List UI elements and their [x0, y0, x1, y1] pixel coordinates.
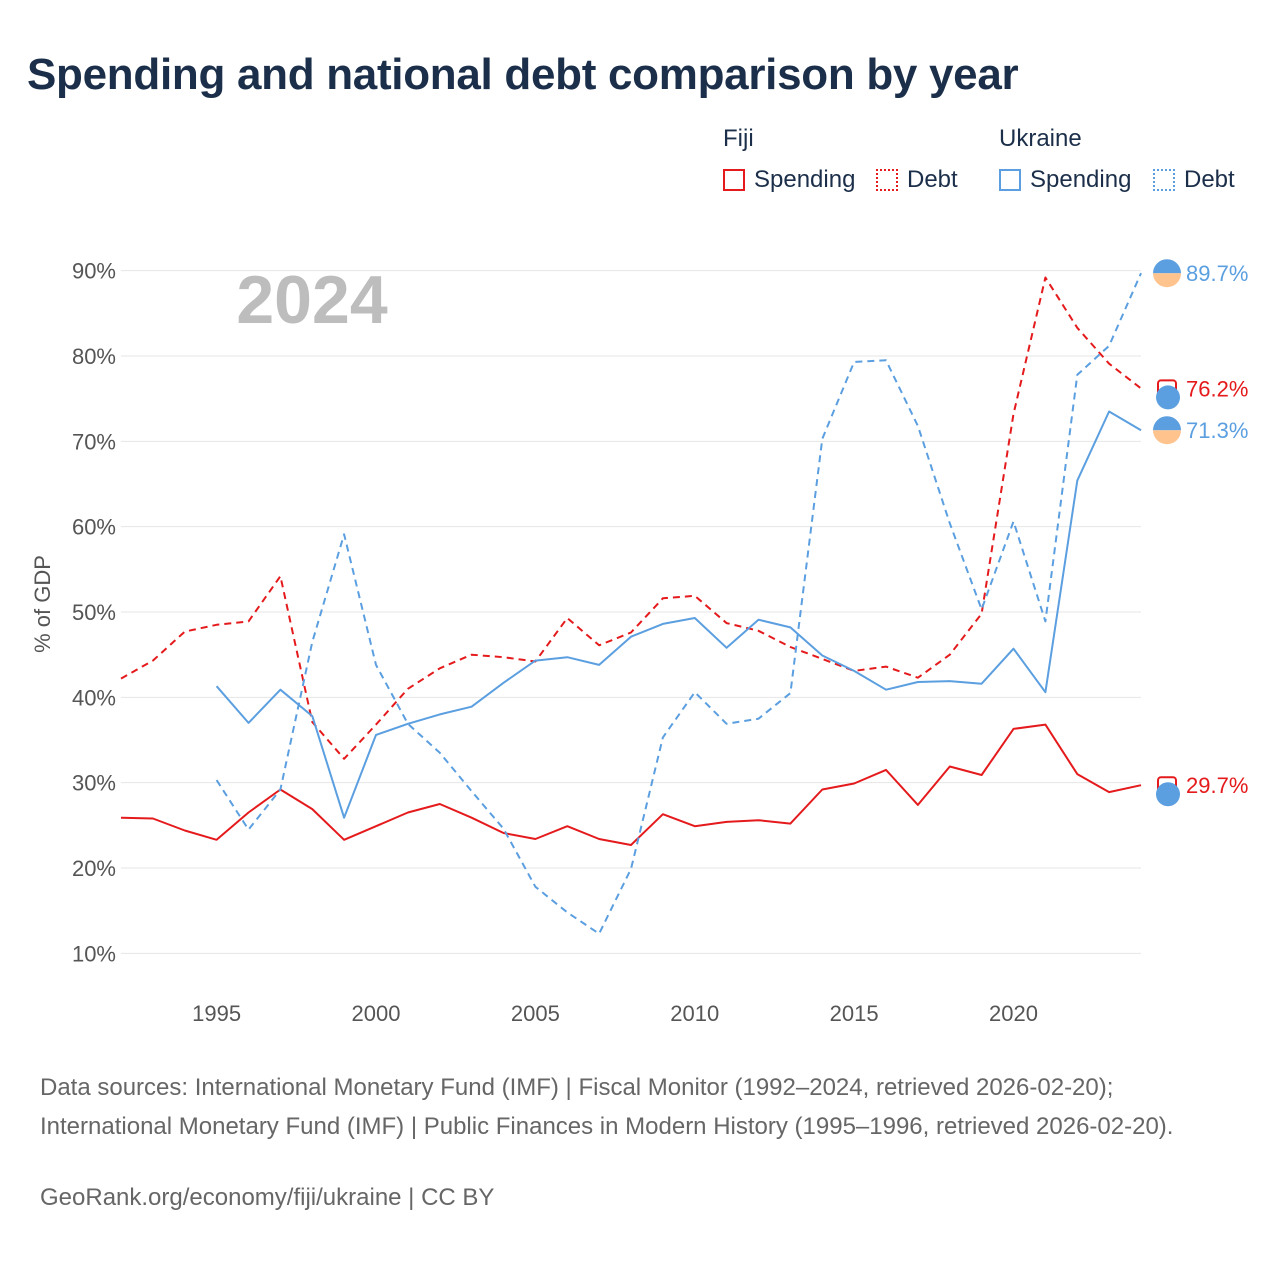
legend-fiji-label: Fiji [723, 125, 754, 152]
legend-ukraine-spending-label: Spending [1030, 166, 1132, 193]
legend-ukraine-spending[interactable]: Spending [999, 166, 1131, 194]
y-tick-label: 20% [72, 856, 116, 881]
series-line-fiji-spending [120, 723, 1142, 846]
x-tick-label: 2010 [670, 1001, 719, 1026]
end-marker-fiji-spending: 29.7% [1156, 773, 1248, 807]
series-line-fiji-debt [120, 276, 1142, 760]
end-marker-fiji-debt: 76.2% [1156, 376, 1248, 410]
line-chart: 10% 20% 30% 40% 50% 60% 70% 80% 90% 1995 2000 2005… [30, 259, 1248, 1026]
end-markers: 76.2% 29.7% 89.7% 71.3% [1153, 259, 1248, 807]
legend-fiji-spending[interactable]: Spending [723, 166, 855, 194]
ukraine-flag-icon-lower [1153, 430, 1181, 445]
legend-fiji-debt-label: Debt [907, 166, 958, 193]
x-tick-label: 2015 [830, 1001, 879, 1026]
ukraine-flag-icon [1153, 416, 1181, 431]
legend-ukraine-spending-swatch [999, 169, 1021, 191]
ukraine-flag-icon-lower [1153, 273, 1181, 288]
y-tick-label: 90% [72, 259, 116, 284]
y-tick-label: 10% [72, 941, 116, 966]
chart-title: Spending and national debt comparison by… [27, 50, 1019, 99]
legend-ukraine-debt[interactable]: Debt [1153, 166, 1235, 194]
ukraine-flag-icon [1153, 259, 1181, 274]
end-value-label: 89.7% [1186, 261, 1248, 286]
y-axis-ticks: 10% 20% 30% 40% 50% 60% 70% 80% 90% [72, 259, 116, 967]
legend-ukraine-debt-label: Debt [1184, 166, 1235, 193]
end-value-label: 71.3% [1186, 418, 1248, 443]
x-tick-label: 2020 [989, 1001, 1038, 1026]
x-tick-label: 2005 [511, 1001, 560, 1026]
legend-fiji-spending-swatch [723, 169, 745, 191]
y-axis-label: % of GDP [30, 555, 55, 653]
end-value-label: 29.7% [1186, 773, 1248, 798]
data-sources: Data sources: International Monetary Fun… [40, 1074, 1174, 1140]
gridlines [121, 270, 1141, 954]
y-tick-label: 30% [72, 771, 116, 796]
end-value-label: 76.2% [1186, 376, 1248, 401]
y-tick-label: 50% [72, 600, 116, 625]
series-line-ukraine-debt [215, 272, 1142, 935]
series-lines [120, 272, 1142, 935]
y-tick-label: 60% [72, 515, 116, 540]
ukraine-flag-icon-overlap [1156, 782, 1180, 807]
x-tick-label: 1995 [192, 1001, 241, 1026]
x-tick-label: 2000 [352, 1001, 401, 1026]
legend-ukraine-debt-swatch [1153, 169, 1175, 191]
year-watermark: 2024 [236, 262, 387, 338]
end-marker-ukraine-spending: 71.3% [1153, 416, 1248, 445]
legend-fiji-debt[interactable]: Debt [876, 166, 958, 194]
end-marker-ukraine-debt: 89.7% [1153, 259, 1248, 288]
legend-fiji-spending-label: Spending [754, 166, 856, 193]
y-tick-label: 40% [72, 685, 116, 710]
credit-link[interactable]: GeoRank.org/economy/fiji/ukraine | CC BY [40, 1184, 495, 1211]
ukraine-flag-icon-overlap [1156, 385, 1180, 410]
series-line-ukraine-spending [215, 410, 1142, 819]
x-axis-ticks: 1995 2000 2005 2010 2015 2020 [192, 1001, 1038, 1026]
y-tick-label: 80% [72, 344, 116, 369]
y-tick-label: 70% [72, 429, 116, 454]
legend-fiji-debt-swatch [876, 169, 898, 191]
legend-ukraine-label: Ukraine [999, 125, 1082, 152]
